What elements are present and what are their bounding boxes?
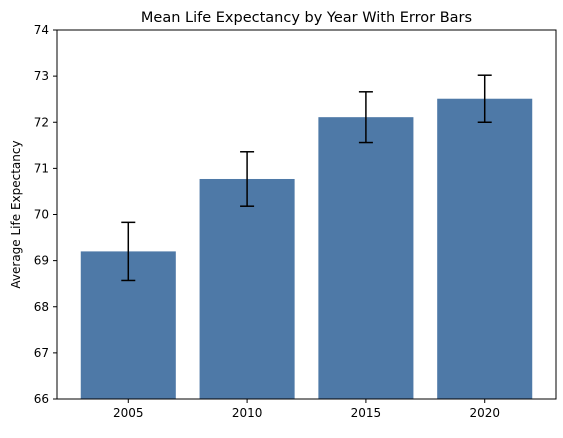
y-tick-label-68: 68 (34, 300, 49, 314)
y-tick-label-70: 70 (34, 208, 49, 222)
x-tick-label-2020: 2020 (469, 406, 500, 420)
y-tick-label-66: 66 (34, 392, 49, 406)
y-tick-label-67: 67 (34, 346, 49, 360)
bar-2020 (437, 98, 533, 399)
y-tick-label-74: 74 (34, 23, 49, 37)
y-tick-label-69: 69 (34, 254, 49, 268)
x-tick-label-2005: 2005 (113, 406, 144, 420)
error-bars-group (121, 74, 492, 282)
y-tick-label-71: 71 (34, 161, 49, 175)
bar-2015 (318, 117, 414, 400)
bar-2010 (199, 178, 295, 399)
x-tick-label-2010: 2010 (232, 406, 263, 420)
x-axis: 2005 2010 2015 2020 (113, 399, 500, 420)
y-tick-label-72: 72 (34, 115, 49, 129)
y-axis: 66 67 68 69 70 71 72 73 74 (34, 23, 57, 406)
y-axis-label: Average Life Expectancy (9, 140, 23, 288)
y-tick-label-73: 73 (34, 69, 49, 83)
chart-title: Mean Life Expectancy by Year With Error … (141, 10, 472, 26)
x-tick-label-2015: 2015 (351, 406, 382, 420)
bars-group (80, 98, 533, 400)
